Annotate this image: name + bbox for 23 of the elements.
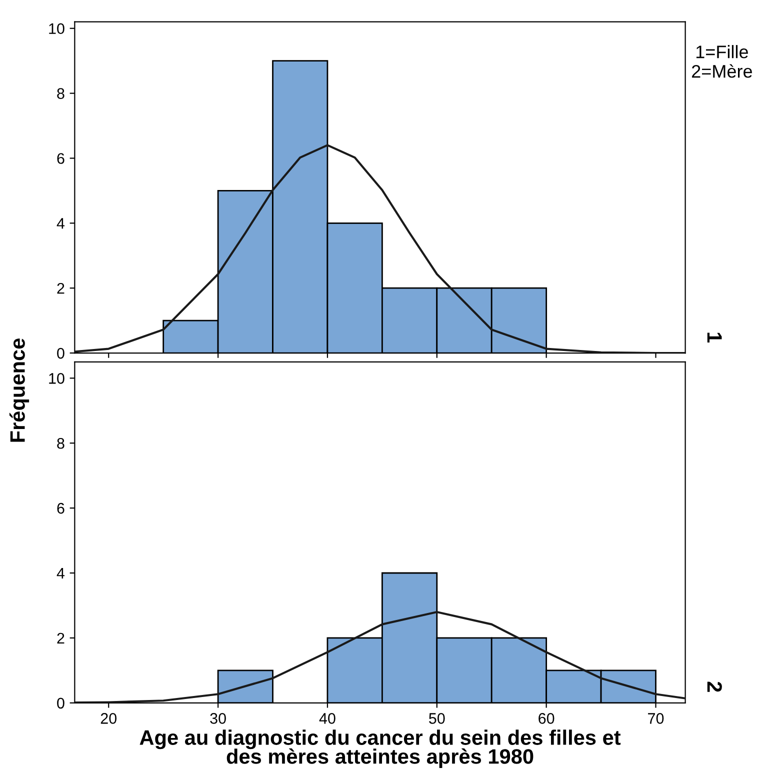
y-tick-label: 2 — [57, 632, 64, 644]
text: 1 — [707, 332, 722, 342]
y-axis-title: Fréquence — [9, 338, 30, 442]
text: 1=Fille 2=Mère — [692, 45, 752, 78]
y-tick-label: 8 — [57, 438, 64, 449]
x-tick-label: 40 — [319, 713, 336, 724]
x-tick-label: 50 — [429, 713, 445, 724]
x-tick-label: 20 — [100, 713, 117, 724]
x-tick-label: 60 — [538, 713, 554, 724]
y-tick-label: 10 — [49, 23, 64, 34]
x-tick-label: 30 — [210, 713, 226, 724]
y-tick-label: 2 — [57, 282, 64, 294]
y-tick-label: 6 — [57, 502, 64, 514]
x-tick-label: 70 — [648, 713, 664, 724]
y-tick-label: 4 — [56, 568, 65, 579]
y-tick-label: 4 — [56, 218, 65, 229]
y-tick-label: 10 — [49, 373, 64, 384]
y-tick-label: 6 — [57, 153, 64, 164]
y-tick-label: 0 — [57, 348, 64, 359]
y-tick-label: 8 — [57, 88, 64, 99]
x-axis-title: Age au diagnostic du cancer du sein des filles et des mères atteintes après 1980 — [140, 730, 621, 768]
text: 2 — [707, 682, 722, 692]
y-tick-label: 0 — [57, 698, 64, 709]
